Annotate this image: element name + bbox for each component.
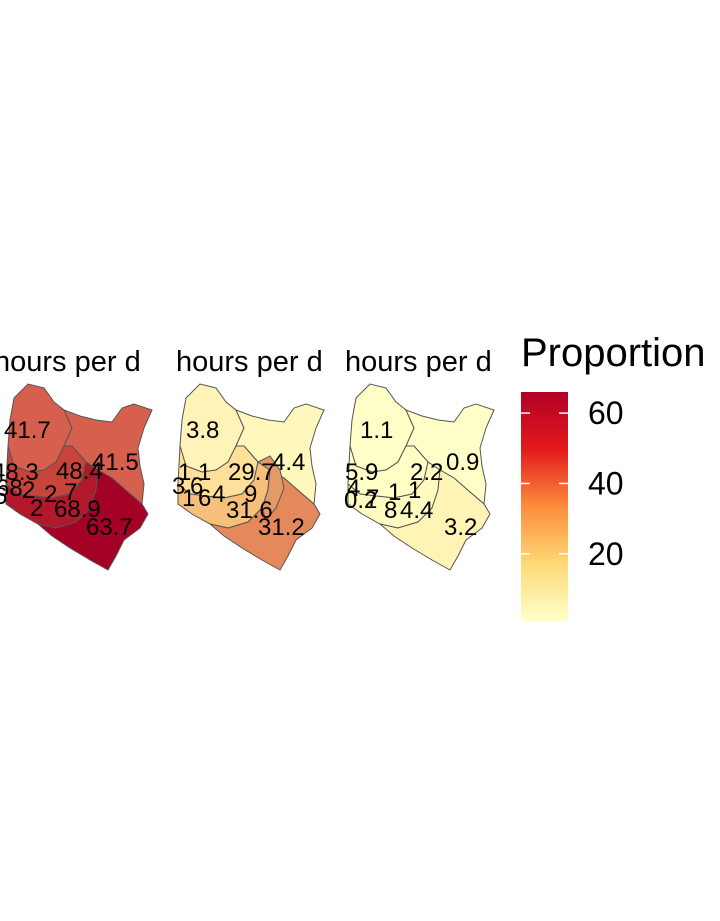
legend-ticks: 20 40 60 [521, 395, 624, 572]
region-south-coast [379, 469, 491, 571]
region-label: 3.8 [186, 417, 219, 444]
region-labels: 41.7 41.5 48.3 48.4 68.9 63.7 6 2 2 2 7 … [0, 417, 139, 541]
legend-tick-label: 60 [588, 395, 624, 431]
panel-title: hours per d [345, 346, 492, 378]
region-label: 1 [388, 479, 401, 506]
region-label: 8 [384, 497, 397, 524]
region-label: 4 [347, 475, 360, 502]
region-label: 31.2 [258, 514, 305, 541]
region-label: 2 [30, 495, 43, 522]
region-label: 1.1 [178, 459, 211, 486]
map-panel-2: hours per d 3.8 4.4 1.1 29.7 31.2 31.6 3… [172, 346, 325, 571]
region-label: 48.4 [56, 458, 103, 485]
legend-title: Proportion [521, 331, 706, 375]
panel-title: hours per d [176, 346, 323, 378]
panel-title: hours per d [0, 346, 141, 378]
region-labels: 1.1 0.9 2.2 3.2 4.4 5.9 4 0.2 1 8 7 1 [344, 417, 479, 541]
region-label: 7 [64, 479, 77, 506]
region-label: 63.7 [86, 514, 133, 541]
region-label: 3 [172, 473, 185, 500]
map-panel-3: hours per d 1.1 0.9 2.2 3.2 4.4 5.9 4 0.… [344, 346, 495, 571]
region-label: 0.2 [344, 487, 377, 514]
region-south-coast [209, 469, 321, 571]
region-label: 29.7 [228, 459, 275, 486]
region-label: 6 [198, 485, 211, 512]
region-label: 1 [408, 477, 421, 504]
region-label: 48.3 [0, 459, 39, 486]
region-label: 4.4 [400, 497, 433, 524]
legend-tick-label: 40 [588, 465, 624, 501]
region-south-coast [37, 469, 149, 571]
region-label: 2.2 [410, 459, 443, 486]
region-label: 2 [44, 481, 57, 508]
region-label: 0.9 [446, 449, 479, 476]
region-inner [257, 455, 285, 522]
region-label: 1 [182, 485, 195, 512]
legend-tick-label: 20 [588, 536, 624, 572]
region-label: 2 [22, 477, 35, 504]
region-label: 68.9 [54, 496, 101, 523]
region-label: 9 [244, 481, 257, 508]
region-label: 6 [190, 473, 203, 500]
region-label: 1.1 [360, 417, 393, 444]
region-label: 41.5 [92, 449, 139, 476]
region-label: 5.9 [345, 459, 378, 486]
region-labels: 3.8 4.4 1.1 29.7 31.2 31.6 3 1 6 4 9 6 [172, 417, 305, 541]
region-label: 3.2 [444, 514, 477, 541]
legend: Proportion 20 40 60 [521, 331, 706, 621]
region-label: 41.7 [4, 417, 51, 444]
region-label: 4 [212, 481, 225, 508]
region-label: 6 [0, 483, 7, 510]
region-label: 68 [0, 475, 23, 502]
region-label: 7 [366, 485, 379, 512]
region-label: 31.6 [226, 497, 273, 524]
region-label: 4.4 [272, 449, 305, 476]
legend-colorbar [521, 392, 568, 621]
map-panel-1: hours per d 41.7 41.5 48.3 48.4 68.9 63.… [0, 346, 153, 571]
